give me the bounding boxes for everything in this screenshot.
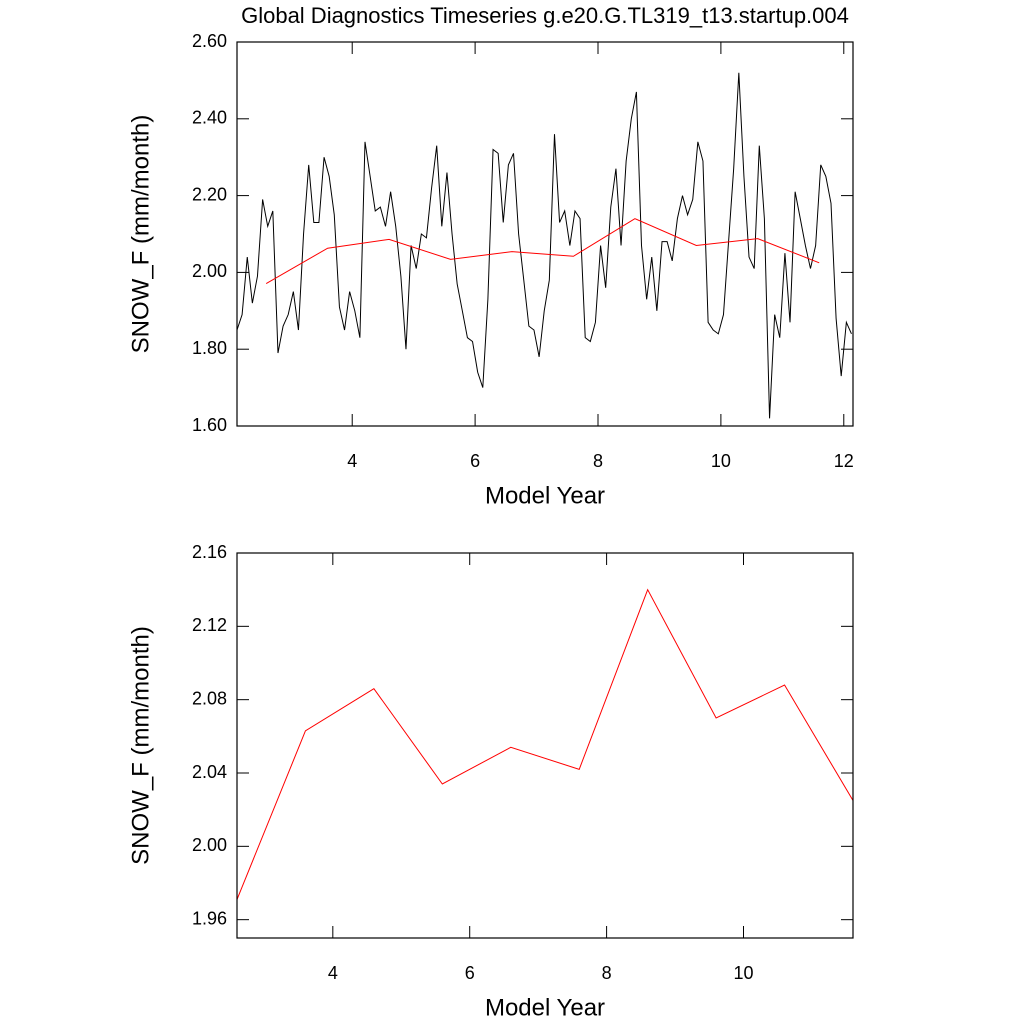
x-axis-label: Model Year [485, 482, 605, 509]
y-axis-label: SNOW_F (mm/month) [127, 115, 154, 354]
y-tick-label: 1.96 [192, 908, 227, 928]
plot-frame [236, 41, 854, 427]
x-tick-label: 10 [733, 963, 753, 983]
y-tick-label: 2.08 [192, 688, 227, 708]
data-line [265, 218, 820, 284]
x-axis-label: Model Year [485, 994, 605, 1021]
plot-area [237, 72, 852, 419]
y-tick-label: 2.16 [192, 542, 227, 562]
x-tick-label: 4 [347, 451, 357, 471]
x-tick-label: 4 [328, 963, 338, 983]
x-tick-label: 8 [593, 451, 603, 471]
y-tick-label: 2.40 [192, 108, 227, 128]
y-tick-label: 2.00 [192, 261, 227, 281]
y-tick-label: 2.00 [192, 835, 227, 855]
x-tick-label: 6 [470, 451, 480, 471]
y-tick-label: 2.20 [192, 184, 227, 204]
x-tick-label: 8 [602, 963, 612, 983]
plot-frame [236, 552, 854, 939]
y-tick-label: 2.60 [192, 31, 227, 51]
x-tick-label: 10 [711, 451, 731, 471]
x-tick-label: 12 [834, 451, 854, 471]
y-tick-label: 2.04 [192, 762, 227, 782]
chart-title: Global Diagnostics Timeseries g.e20.G.TL… [241, 3, 849, 28]
y-tick-label: 1.80 [192, 338, 227, 358]
x-tick-label: 6 [465, 963, 475, 983]
y-tick-label: 2.12 [192, 615, 227, 635]
plot-area [237, 588, 853, 900]
y-axis-label: SNOW_F (mm/month) [127, 626, 154, 865]
data-line [237, 588, 853, 900]
data-line [237, 72, 852, 419]
y-tick-label: 1.60 [192, 415, 227, 435]
